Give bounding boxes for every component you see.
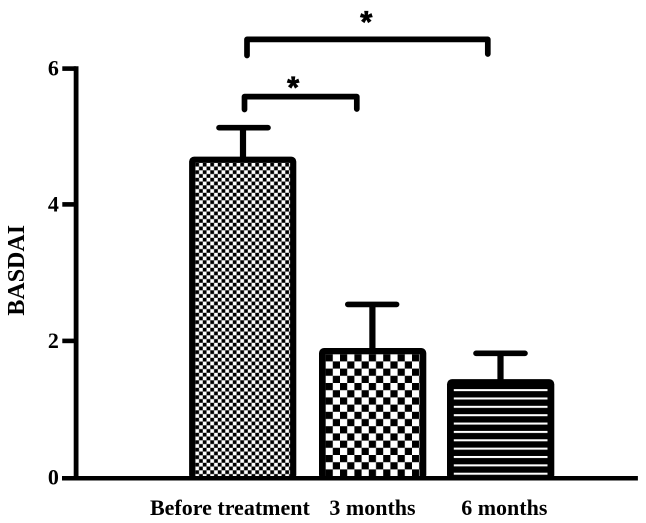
svg-text:6 months: 6 months: [461, 495, 548, 520]
svg-text:6: 6: [48, 56, 59, 81]
svg-text:3 months: 3 months: [329, 495, 416, 520]
svg-text:2: 2: [48, 328, 59, 353]
svg-text:Before treatment: Before treatment: [150, 495, 311, 520]
svg-text:0: 0: [48, 464, 59, 489]
svg-text:BASDAI: BASDAI: [4, 225, 30, 316]
svg-text:4: 4: [48, 192, 59, 217]
